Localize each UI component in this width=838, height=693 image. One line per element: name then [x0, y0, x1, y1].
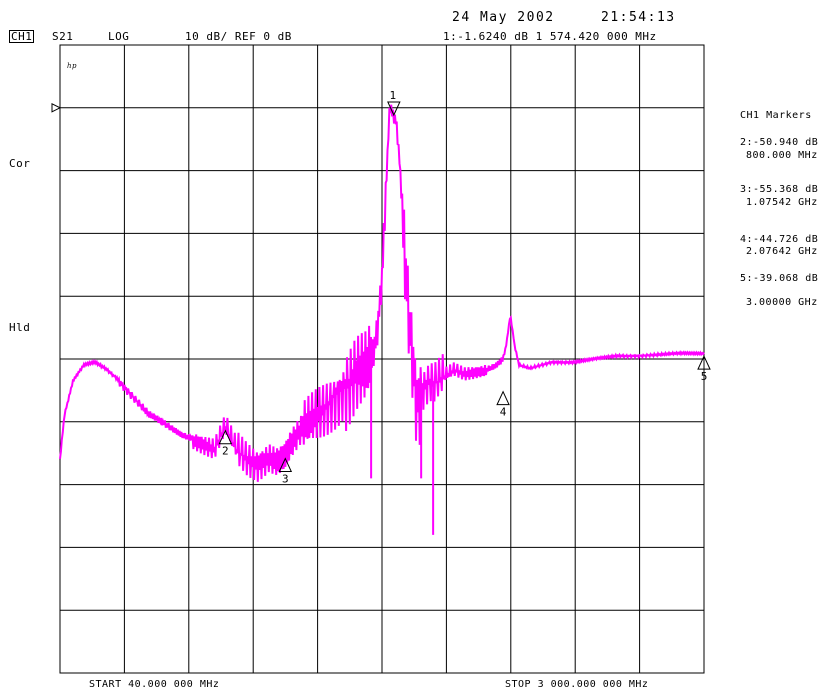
marker-number: 5 — [701, 370, 708, 383]
marker-4-frequency: 2.07642 GHz — [746, 246, 818, 257]
marker-5-value: 5:-39.068 dB — [740, 273, 819, 284]
marker-number: 2 — [222, 445, 229, 458]
start-frequency-label: START 40.000 000 MHz — [89, 679, 220, 690]
hp-logo: hp — [67, 62, 77, 70]
trace-marker-3[interactable]: 3 — [278, 457, 293, 486]
marker-4-value: 4:-44.726 dB — [740, 234, 819, 245]
reference-level-pointer — [51, 102, 62, 113]
markers-panel-title: CH1 Markers — [740, 110, 812, 121]
trace-marker-2[interactable]: 2 — [218, 429, 233, 458]
marker-2-value: 2:-50.940 dB — [740, 137, 819, 148]
marker-5-frequency: 3.00000 GHz — [746, 297, 818, 308]
measurement-label: S21 — [52, 30, 74, 43]
stop-frequency-label: STOP 3 000.000 000 MHz — [505, 679, 649, 690]
date-label: 24 May 2002 — [452, 10, 555, 25]
marker-3-frequency: 1.07542 GHz — [746, 197, 818, 208]
active-marker-readout: 1:-1.6240 dB 1 574.420 000 MHz — [443, 30, 657, 43]
correction-indicator: Cor — [9, 157, 31, 170]
trace-line — [59, 104, 705, 482]
marker-triangle-icon — [387, 101, 401, 117]
marker-triangle-icon — [278, 457, 293, 473]
marker-triangle-icon — [496, 390, 510, 406]
trace-marker-4[interactable]: 4 — [496, 390, 510, 419]
trace-marker-1[interactable]: 1 — [387, 89, 401, 117]
marker-3-value: 3:-55.368 dB — [740, 184, 819, 195]
channel-label[interactable]: CH1 — [9, 30, 35, 43]
trace-marker-5[interactable]: 5 — [697, 354, 711, 383]
scale-ref-label: 10 dB/ REF 0 dB — [185, 30, 292, 43]
marker-2-frequency: 800.000 MHz — [746, 150, 818, 161]
marker-number: 1 — [390, 89, 397, 102]
marker-number: 4 — [500, 406, 507, 419]
format-label: LOG — [108, 30, 130, 43]
time-label: 21:54:13 — [601, 10, 676, 25]
hold-indicator: Hld — [9, 321, 31, 334]
marker-triangle-icon — [697, 354, 711, 370]
marker-triangle-icon — [218, 429, 233, 445]
marker-number: 3 — [282, 473, 289, 486]
